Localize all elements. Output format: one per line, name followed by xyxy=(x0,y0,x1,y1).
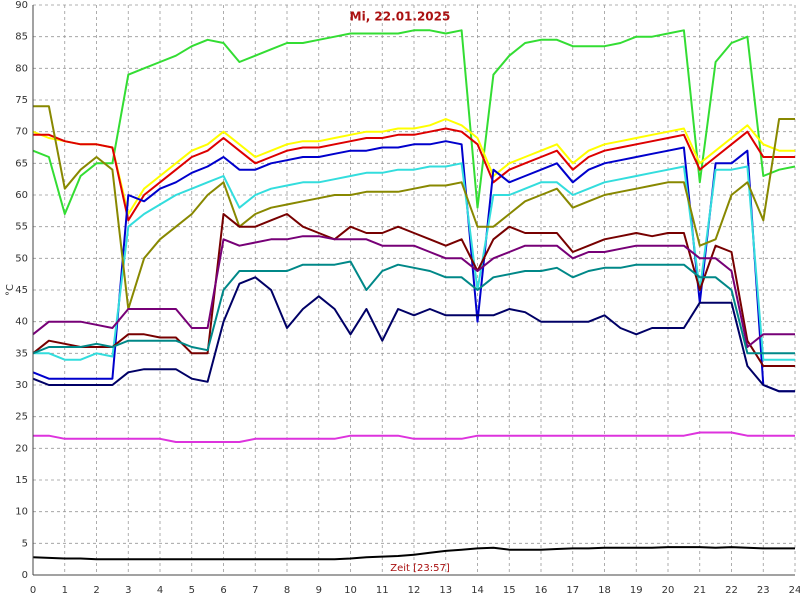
x-tick-label: 4 xyxy=(157,585,163,596)
x-tick-label: 22 xyxy=(725,585,738,596)
series-line xyxy=(32,118,795,215)
x-tick-label: 2 xyxy=(93,585,99,596)
y-tick-label: 10 xyxy=(15,507,28,518)
x-tick-label: 1 xyxy=(62,585,68,596)
x-tick-label: 18 xyxy=(598,585,611,596)
y-tick-label: 45 xyxy=(15,285,28,296)
y-tick-label: 40 xyxy=(15,317,28,328)
y-tick-label: 90 xyxy=(15,0,28,11)
y-tick-label: 55 xyxy=(15,222,28,233)
y-tick-label: 35 xyxy=(15,348,28,359)
x-tick-label: 5 xyxy=(189,585,195,596)
x-tick-label: 8 xyxy=(284,585,290,596)
x-tick-label: 3 xyxy=(125,585,131,596)
x-tick-label: 23 xyxy=(757,585,770,596)
series-line xyxy=(32,260,795,355)
y-tick-label: 75 xyxy=(15,95,28,106)
x-tick-label: 21 xyxy=(693,585,706,596)
series-line xyxy=(33,431,795,443)
series-line xyxy=(33,127,795,222)
y-axis-label: °C xyxy=(5,284,16,296)
series-line xyxy=(32,546,795,561)
y-tick-label: 30 xyxy=(15,380,28,391)
grid xyxy=(32,4,796,576)
x-tick-label: 14 xyxy=(471,585,484,596)
x-tick-label: 17 xyxy=(566,585,579,596)
lines xyxy=(32,29,796,561)
y-tick-label: 15 xyxy=(15,475,28,486)
y-tick-label: 85 xyxy=(15,32,28,43)
x-tick-label: 10 xyxy=(344,585,357,596)
series-line xyxy=(32,140,795,393)
y-tick-label: 5 xyxy=(22,538,28,549)
series-line xyxy=(33,162,795,361)
x-tick-label: 9 xyxy=(316,585,322,596)
x-tick-label: 6 xyxy=(220,585,226,596)
x-tick-label: 19 xyxy=(630,585,643,596)
series-line xyxy=(32,235,795,348)
y-tick-label: 25 xyxy=(15,412,28,423)
y-tick-label: 0 xyxy=(22,570,28,581)
x-tick-label: 15 xyxy=(503,585,516,596)
y-tick-label: 60 xyxy=(15,190,28,201)
x-tick-label: 7 xyxy=(252,585,258,596)
chart-title: Mi, 22.01.2025 xyxy=(350,10,451,24)
series-line xyxy=(32,213,795,367)
y-tick-label: 80 xyxy=(15,63,28,74)
x-tick-label: 16 xyxy=(535,585,548,596)
x-tick-label: 0 xyxy=(30,585,36,596)
x-tick-label: 11 xyxy=(376,585,389,596)
x-axis-label: Zeit [23:57] xyxy=(390,563,450,574)
x-tick-label: 12 xyxy=(408,585,421,596)
y-tick-label: 20 xyxy=(15,443,28,454)
y-tick-label: 70 xyxy=(15,127,28,138)
x-tick-label: 24 xyxy=(789,585,800,596)
x-tick-label: 20 xyxy=(662,585,675,596)
y-tick-label: 65 xyxy=(15,158,28,169)
series-line xyxy=(32,276,795,393)
y-tick-label: 50 xyxy=(15,253,28,264)
series-line xyxy=(32,29,796,215)
series-line xyxy=(33,105,795,310)
x-tick-label: 13 xyxy=(439,585,452,596)
